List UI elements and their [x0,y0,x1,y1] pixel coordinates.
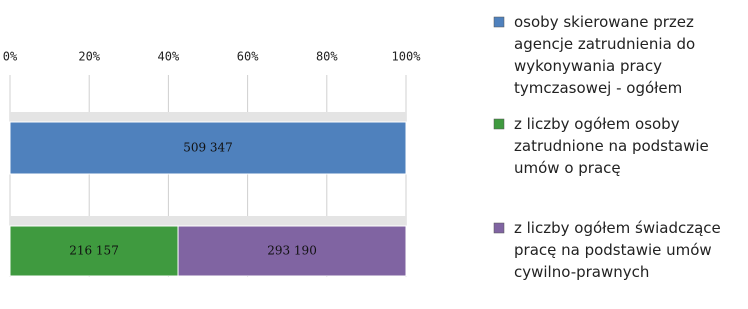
bar-shadow [10,216,406,226]
value-label: 216 157 [69,244,119,258]
bar-segment [9,121,407,175]
bar-segment [177,225,407,277]
x-tick-label: 80% [316,50,338,64]
legend-label: z liczby ogółem świadczące pracę na podst… [514,219,721,281]
value-label: 293 190 [267,244,317,258]
legend-swatch [493,16,505,28]
legend-swatch [493,118,505,130]
x-tick-label: 100% [392,50,422,64]
x-tick-label: 60% [237,50,259,64]
legend-label: osoby skierowane przez agencje zatrudnien… [514,13,695,97]
bar-shadow [10,112,406,122]
legend-swatch [493,222,505,234]
x-tick-label: 20% [78,50,100,64]
value-label: 509 347 [183,141,233,155]
x-tick-label: 0% [3,50,18,64]
legend-label: z liczby ogółem osoby zatrudnione na pods… [514,115,709,177]
x-tick-label: 40% [158,50,180,64]
